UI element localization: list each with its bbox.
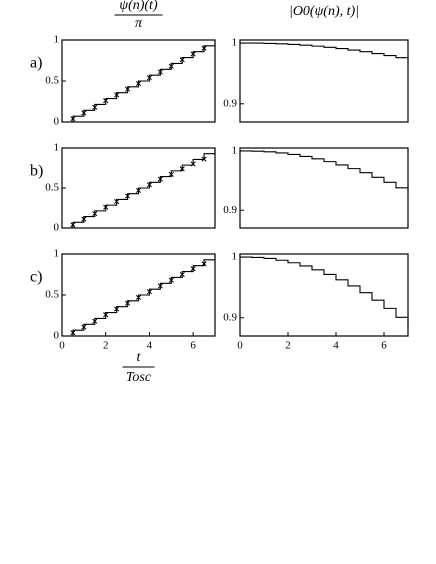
cross-marker bbox=[103, 98, 109, 104]
y-tick-label: 0.9 bbox=[223, 311, 237, 323]
y-tick-label: 0.9 bbox=[223, 97, 237, 109]
cross-marker bbox=[168, 277, 174, 283]
cross-marker bbox=[157, 69, 163, 75]
y-tick-label: 1 bbox=[232, 251, 238, 263]
cross-marker bbox=[135, 294, 142, 301]
cross-marker bbox=[81, 110, 87, 116]
cross-marker bbox=[114, 92, 120, 98]
y-tick-label: 0.5 bbox=[45, 289, 59, 301]
step-line bbox=[240, 256, 409, 327]
x-tick-label: 0 bbox=[59, 340, 65, 352]
y-tick-label: 0.5 bbox=[45, 182, 59, 194]
cross-marker bbox=[179, 271, 185, 278]
step-line bbox=[240, 150, 409, 194]
cross-marker bbox=[114, 199, 120, 205]
cross-marker bbox=[92, 211, 98, 217]
x-label-denominator: Tosc bbox=[126, 370, 152, 385]
plot-frame bbox=[239, 253, 409, 337]
cross-marker bbox=[125, 193, 131, 199]
panel-label: c) bbox=[30, 269, 42, 286]
cross-marker bbox=[81, 216, 87, 222]
cross-marker bbox=[125, 86, 131, 92]
y-tick-label: 1 bbox=[54, 34, 60, 46]
cross-marker bbox=[179, 57, 185, 63]
plot-frame bbox=[239, 39, 409, 123]
step-line bbox=[62, 148, 216, 229]
x-tick-label: 0 bbox=[237, 340, 243, 352]
panel-label: b) bbox=[30, 163, 43, 180]
x-tick-label: 2 bbox=[285, 340, 291, 352]
y-tick-label: 1 bbox=[54, 248, 60, 260]
y-tick-label: 0 bbox=[54, 116, 60, 128]
step-line bbox=[62, 40, 216, 123]
x-tick-label: 4 bbox=[147, 340, 153, 352]
cross-marker bbox=[125, 300, 131, 306]
y-tick-label: 1 bbox=[232, 144, 238, 156]
cross-marker bbox=[135, 80, 142, 87]
cross-marker bbox=[157, 176, 163, 182]
cross-marker bbox=[70, 330, 76, 336]
cross-marker bbox=[70, 222, 76, 228]
cross-marker bbox=[146, 182, 152, 188]
cross-marker bbox=[92, 104, 98, 110]
cross-marker bbox=[146, 289, 152, 295]
step-line bbox=[62, 254, 216, 337]
cross-marker bbox=[114, 306, 120, 312]
title-numerator: ψ(n)(t) bbox=[119, 0, 158, 13]
cross-marker bbox=[190, 266, 196, 272]
x-label-numerator: t bbox=[137, 350, 142, 365]
x-tick-label: 2 bbox=[103, 340, 109, 352]
cross-marker bbox=[201, 261, 207, 267]
cross-marker bbox=[146, 75, 152, 81]
x-tick-label: 6 bbox=[381, 340, 387, 352]
cross-marker bbox=[103, 204, 109, 210]
y-tick-label: 1 bbox=[54, 142, 60, 154]
cross-marker bbox=[190, 51, 196, 57]
panel-label: a) bbox=[30, 55, 42, 72]
cross-marker bbox=[157, 283, 163, 289]
cross-marker bbox=[168, 171, 174, 177]
x-tick-label: 4 bbox=[333, 340, 339, 352]
cross-marker bbox=[168, 63, 174, 69]
title: |O0(ψ(n), t)| bbox=[289, 4, 359, 19]
y-tick-label: 0 bbox=[54, 222, 60, 234]
cross-marker bbox=[92, 318, 98, 324]
y-tick-label: 0 bbox=[54, 330, 60, 342]
cross-marker bbox=[81, 324, 87, 330]
title-denominator: π bbox=[135, 16, 143, 31]
cross-marker bbox=[70, 116, 76, 122]
x-tick-label: 6 bbox=[190, 340, 196, 352]
cross-marker bbox=[179, 166, 185, 172]
step-line bbox=[240, 42, 409, 61]
cross-marker bbox=[201, 45, 207, 51]
y-tick-label: 1 bbox=[232, 37, 238, 49]
cross-marker bbox=[201, 156, 207, 162]
cross-marker bbox=[103, 312, 109, 318]
cross-marker bbox=[190, 161, 196, 167]
y-tick-label: 0.5 bbox=[45, 75, 59, 87]
cross-marker bbox=[135, 187, 142, 193]
y-tick-label: 0.9 bbox=[223, 204, 237, 216]
